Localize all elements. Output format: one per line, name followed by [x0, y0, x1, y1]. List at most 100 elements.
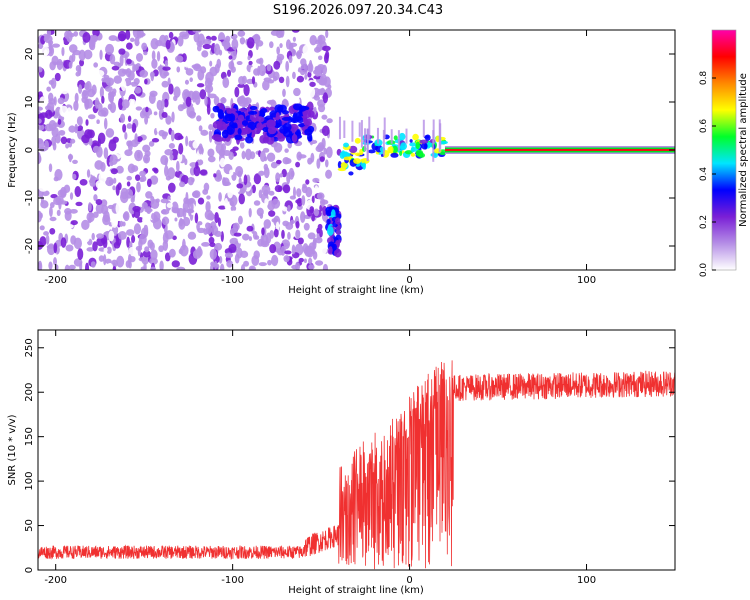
spectrogram-cell	[68, 153, 72, 163]
y-tick-label: 150	[24, 427, 35, 446]
spectrogram-cell	[133, 77, 140, 85]
spectrogram-cell	[261, 184, 271, 195]
spectrogram-cell	[199, 89, 207, 100]
spectrogram-cell	[139, 170, 146, 177]
spectrogram-cell	[64, 264, 70, 270]
spectrogram-cell	[64, 208, 72, 215]
spectrogram-cell	[197, 69, 205, 81]
chart-title: S196.2026.097.20.34.C43	[273, 3, 443, 18]
spectrogram-cell	[208, 131, 213, 143]
spectrogram-cell	[127, 246, 137, 257]
spectrogram-cell	[142, 215, 151, 226]
spectrogram-cell	[130, 197, 135, 203]
spectrogram-cell	[108, 91, 115, 103]
spectrogram-cell	[130, 98, 137, 109]
spectrogram-cell	[269, 244, 277, 254]
spectrogram-cell	[69, 208, 78, 214]
spectrogram-cell	[129, 37, 135, 42]
spectrogram-cell	[156, 99, 163, 111]
spectrogram-cell	[409, 142, 417, 147]
spectrogram-cell	[316, 43, 323, 52]
spectrogram-cell	[143, 224, 149, 237]
spectrogram-cell	[185, 191, 189, 204]
spectrogram-cell	[70, 138, 76, 144]
spectrogram-cell	[60, 136, 68, 145]
spectrogram-cell	[196, 222, 200, 231]
spectrogram-cell	[81, 219, 90, 230]
spectrogram-cell	[306, 245, 314, 258]
spectrogram-cell	[48, 163, 53, 173]
spectrogram-cell	[127, 254, 132, 265]
spectrogram-cell	[206, 195, 211, 200]
spectrogram-cell	[298, 257, 304, 263]
spectrogram-cell	[70, 235, 77, 245]
spectrogram-cell	[314, 185, 319, 195]
spectrogram-cell	[271, 218, 279, 223]
spectrogram-cell	[179, 217, 184, 227]
spectrogram-cell	[320, 244, 328, 255]
spectrogram-cell	[38, 66, 43, 73]
spectrogram-cell	[92, 145, 101, 153]
spectrogram-cell	[230, 205, 237, 212]
spectrogram-cell	[261, 227, 265, 236]
spectrogram-cell	[257, 238, 264, 247]
spectrogram-cell	[189, 111, 197, 116]
spectrogram-cell	[176, 66, 181, 73]
spectrogram-cell	[285, 39, 292, 50]
spectrogram-cell	[53, 242, 58, 254]
spectrogram-cell	[125, 188, 134, 199]
spectrogram-cell	[129, 84, 133, 93]
spectrogram-cell	[149, 113, 157, 120]
spectrogram-cell	[185, 135, 189, 147]
spectrogram-cell	[91, 84, 97, 95]
spectrogram-cell	[292, 186, 296, 199]
spectrogram-cell	[168, 83, 174, 95]
spectrogram-cell	[243, 84, 250, 97]
spectrogram-cell	[149, 242, 155, 251]
spectrogram-cell	[184, 158, 188, 166]
spectrogram-cell	[103, 147, 109, 160]
spectrogram-cell	[213, 43, 221, 56]
spectrogram-cell	[117, 182, 122, 191]
spectrogram-cell	[322, 92, 329, 104]
spectrogram-cell	[326, 146, 333, 159]
spectrogram-cell	[316, 158, 321, 169]
spectrogram-cell	[38, 186, 48, 192]
spectrogram-cell	[218, 192, 222, 202]
spectrogram-cell	[189, 77, 193, 83]
spectrogram-cell	[192, 140, 199, 149]
spectrogram-cell	[224, 197, 229, 210]
spectrogram-cell	[317, 223, 323, 230]
spectrogram-cell	[79, 179, 88, 186]
spectrogram-cell	[173, 95, 178, 102]
spectrogram-cell	[55, 195, 64, 205]
spectrogram-cell	[281, 116, 292, 121]
spectrogram-cell	[410, 146, 415, 153]
spectrogram-cell	[150, 249, 158, 261]
spectrogram-cell	[399, 150, 403, 156]
spectrogram-cell	[279, 173, 284, 178]
spectrogram-cell	[285, 60, 290, 72]
spectrogram-cell	[259, 110, 266, 118]
spectrogram-cell	[105, 258, 112, 264]
spectrogram-cell	[248, 60, 253, 66]
spectrogram-cell	[307, 232, 316, 240]
spectrogram-cell	[111, 65, 120, 71]
spectrogram-cell	[144, 246, 150, 253]
spectrogram-cell	[76, 116, 83, 126]
spectrogram-cell	[248, 236, 252, 242]
spectrogram-cell	[304, 128, 313, 136]
spectrogram-cell	[282, 206, 288, 212]
spectrogram-cell	[192, 30, 202, 33]
spectrogram-cell	[353, 158, 362, 164]
spectrogram-cell	[227, 187, 234, 199]
spectrogram-cell	[131, 122, 137, 133]
snr-panel: -200 -100 0 100 0 50 100 150 200 250 Height of st…	[7, 329, 676, 596]
spectrogram-cell	[276, 248, 281, 253]
spectrogram-cell	[243, 260, 250, 267]
spectrogram-cell	[293, 87, 301, 97]
spectrogram-y-label: Frequency (Hz)	[7, 112, 18, 188]
spectrogram-cell	[95, 203, 104, 214]
spectrogram-cell	[169, 154, 174, 161]
spectrogram-cell	[94, 97, 100, 109]
